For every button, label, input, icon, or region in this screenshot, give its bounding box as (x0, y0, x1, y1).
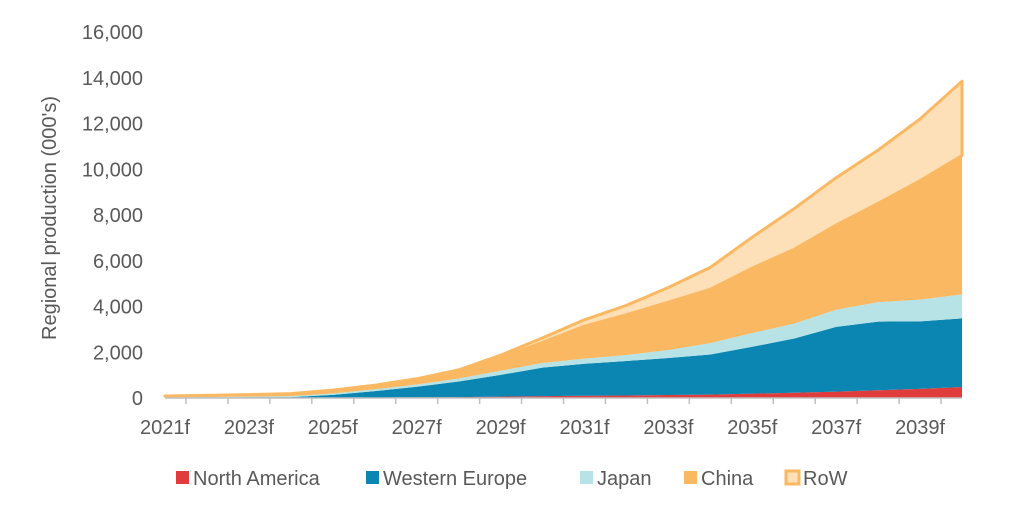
legend-item-north-america: North America (176, 468, 321, 490)
y-axis-label: Regional production (000's) (39, 96, 61, 340)
y-tick-label: 0 (132, 388, 143, 410)
y-tick-label: 16,000 (82, 22, 143, 44)
x-tick-label: 2033f (643, 417, 693, 439)
y-axis-ticks: 0 2,000 4,000 6,000 8,000 10,000 12,000 14,000 1… (82, 22, 143, 410)
legend-label: RoW (803, 468, 848, 490)
legend-label: Western Europe (383, 468, 527, 490)
y-tick-label: 10,000 (82, 159, 143, 181)
legend-swatch (176, 471, 189, 484)
x-tick-label: 2025f (308, 417, 358, 439)
y-tick-label: 6,000 (93, 251, 143, 273)
y-tick-label: 8,000 (93, 205, 143, 227)
x-tick-label: 2037f (811, 417, 861, 439)
x-axis: 2021f 2023f 2025f 2027f 2029f 2031f 2033f 2035f… (140, 397, 962, 439)
x-tick-label: 2023f (224, 417, 274, 439)
x-tick-label: 2021f (140, 417, 190, 439)
legend-item-row: RoW (784, 468, 848, 490)
x-tick-label: 2027f (392, 417, 442, 439)
legend-label: China (701, 468, 754, 490)
legend: North America Western Europe Japan China RoW (176, 468, 848, 490)
y-tick-label: 14,000 (82, 68, 143, 90)
legend-item-china: China (684, 468, 754, 490)
y-tick-label: 4,000 (93, 297, 143, 319)
y-tick-label: 2,000 (93, 342, 143, 364)
area-north-america (165, 387, 962, 398)
legend-item-western-europe: Western Europe (366, 468, 527, 490)
x-tick-label: 2035f (727, 417, 777, 439)
legend-swatch (580, 471, 593, 484)
x-tick-label: 2029f (476, 417, 526, 439)
area-western-europe (165, 318, 962, 398)
legend-label: North America (193, 468, 321, 490)
legend-swatch (784, 469, 801, 486)
legend-swatch (684, 471, 697, 484)
x-tick-label: 2031f (559, 417, 609, 439)
legend-swatch (366, 471, 379, 484)
legend-item-japan: Japan (580, 468, 652, 490)
area-china (165, 155, 962, 398)
area-row (163, 79, 964, 398)
area-japan (165, 294, 962, 398)
y-tick-label: 12,000 (82, 114, 143, 136)
x-tick-label: 2039f (895, 417, 945, 439)
legend-label: Japan (597, 468, 652, 490)
area-series-group (163, 79, 964, 398)
